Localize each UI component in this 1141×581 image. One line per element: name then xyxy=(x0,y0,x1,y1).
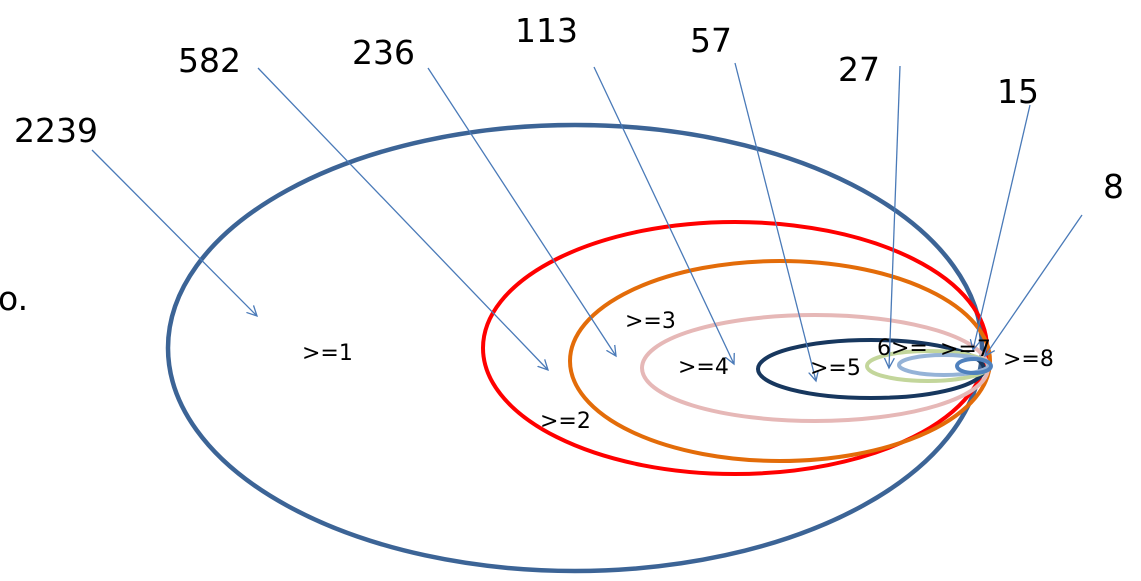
level-label-2: >=2 xyxy=(540,409,591,434)
count-label-level-6: 27 xyxy=(838,50,880,89)
count-label-level-5: 57 xyxy=(690,21,732,60)
arrow-level-3 xyxy=(427,67,616,356)
arrow-level-1 xyxy=(91,149,257,316)
arrow-level-7 xyxy=(973,104,1031,350)
count-label-level-2: 582 xyxy=(178,41,241,80)
partial-left-text: o. xyxy=(0,279,28,318)
arrow-level-8 xyxy=(985,214,1083,356)
level-label-1: >=1 xyxy=(302,341,353,366)
level-label-5: >=5 xyxy=(810,356,861,381)
ellipse-level-1 xyxy=(165,122,985,574)
ellipse-level-8 xyxy=(955,357,993,375)
arrow-level-2 xyxy=(257,67,548,370)
level-label-8: >=8 xyxy=(1003,347,1054,372)
arrow-level-6 xyxy=(889,65,901,368)
arrow-level-5 xyxy=(734,62,816,381)
count-label-level-3: 236 xyxy=(352,33,415,72)
level-label-3: >=3 xyxy=(625,309,676,334)
count-label-level-1: 2239 xyxy=(14,111,98,150)
ellipse-level-3 xyxy=(568,259,992,463)
count-label-level-8: 8 xyxy=(1103,167,1124,206)
level-label-4: >=4 xyxy=(678,355,729,380)
level-label-6: 6>= xyxy=(877,336,928,361)
level-label-7: >=7 xyxy=(940,337,991,362)
count-label-level-4: 113 xyxy=(515,11,578,50)
arrow-level-4 xyxy=(593,66,734,364)
count-label-level-7: 15 xyxy=(997,72,1039,111)
